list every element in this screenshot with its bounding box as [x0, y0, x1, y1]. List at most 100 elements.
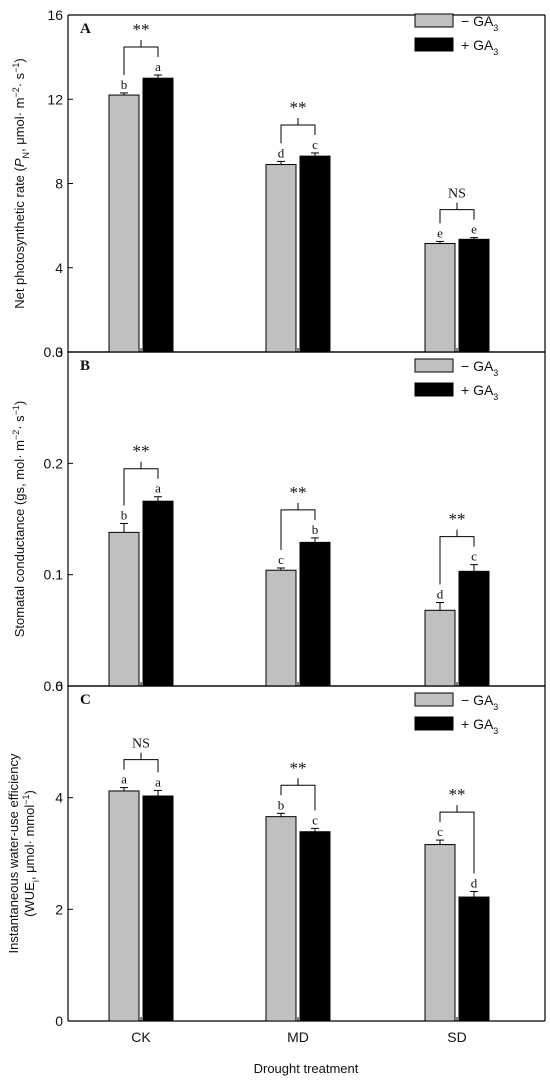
x-category-label: MD	[287, 1029, 309, 1045]
x-category-label: SD	[447, 1029, 466, 1045]
legend-label-plus: + GA3	[461, 382, 498, 402]
significance-letter: c	[437, 824, 443, 839]
significance-letter: c	[278, 552, 284, 567]
legend-label-subscript: 3	[493, 392, 498, 402]
legend-label-subscript: 3	[493, 47, 498, 57]
y-tick-label: 6	[55, 678, 63, 694]
bar-plus-ga3	[299, 541, 331, 687]
significance-letter: c	[471, 549, 477, 564]
bar-minus-ga3	[265, 164, 297, 353]
bar-plus-ga3	[458, 238, 490, 353]
y-axis-title-part: −1	[21, 795, 31, 805]
bar-minus-ga3	[424, 844, 456, 1022]
significance-letter: c	[312, 812, 318, 827]
significance-marker: NS	[448, 187, 466, 202]
legend-label-subscript: 3	[493, 702, 498, 712]
y-axis-title-part: −2	[11, 430, 21, 440]
x-axis-title: Drought treatment	[254, 1061, 359, 1076]
legend-label-plus: + GA3	[461, 716, 498, 736]
significance-letter: b	[121, 507, 128, 522]
legend-swatch-plus	[414, 716, 454, 731]
shared-x-axis: CK MD SD Drought treatment	[131, 1029, 466, 1076]
y-axis-title-part: )	[12, 401, 27, 405]
legend-label-subscript: 3	[493, 23, 498, 33]
y-axis-title-part: −1	[11, 63, 21, 73]
y-tick-label: 0.1	[44, 567, 64, 583]
legend-label-main: + GA	[461, 716, 494, 732]
y-axis-title-part: N	[21, 152, 31, 159]
significance-letter: b	[312, 522, 319, 537]
legend-swatch-minus	[414, 358, 454, 373]
bar-plus-ga3	[142, 795, 174, 1022]
significance-letter: e	[471, 222, 477, 237]
bar-minus-ga3	[424, 243, 456, 353]
significance-bracket	[123, 759, 159, 773]
y-tick-label: 0.3	[44, 344, 64, 360]
significance-marker: NS	[132, 737, 150, 752]
bar-minus-ga3	[108, 531, 140, 687]
significance-letter: c	[312, 137, 318, 152]
significance-marker: **	[133, 442, 150, 461]
significance-bracket	[123, 46, 159, 75]
bar-plus-ga3	[299, 155, 331, 353]
bar-plus-ga3	[142, 500, 174, 687]
y-tick-label: 4	[55, 260, 63, 276]
y-tick-label: 2	[55, 901, 63, 917]
legend-swatch-plus	[414, 382, 454, 397]
y-axis-title-part: (WUE	[22, 882, 37, 917]
y-axis-title-part: Stomatal conductance (gs, mol· m	[12, 440, 27, 637]
y-axis-title: (WUEi, μmol· mmol−1)	[21, 790, 41, 917]
legend-label-subscript: 3	[493, 726, 498, 736]
y-tick-label: 0.2	[44, 455, 64, 471]
panel-letter: B	[80, 358, 90, 374]
significance-letter: a	[155, 774, 161, 789]
y-axis-title-part: i	[31, 880, 41, 882]
bar-minus-ga3	[424, 609, 456, 687]
legend-swatch-minus	[414, 13, 454, 28]
significance-letter: a	[155, 59, 161, 74]
legend-label-main: − GA	[461, 358, 494, 374]
significance-bracket	[280, 784, 316, 811]
panel-letter: C	[80, 692, 91, 708]
significance-letter: b	[121, 77, 128, 92]
significance-marker: **	[449, 785, 466, 804]
y-axis-title-part: , μmol· mmol	[22, 805, 37, 880]
bar-minus-ga3	[265, 816, 297, 1022]
y-axis-title-part: )	[22, 790, 37, 794]
legend-swatch-plus	[414, 37, 454, 52]
y-axis-title: Net photosynthetic rate (PN, μmol· m−2· …	[11, 58, 31, 309]
significance-bracket	[123, 468, 159, 506]
y-axis-title-part: )	[12, 58, 27, 62]
significance-letter: d	[471, 875, 478, 890]
legend-label-minus: − GA3	[461, 692, 498, 712]
bar-plus-ga3	[142, 77, 174, 353]
y-tick-label: 0	[55, 1013, 63, 1029]
significance-bracket	[280, 124, 316, 144]
panel-letter: A	[80, 21, 91, 37]
legend-label-main: + GA	[461, 37, 494, 53]
legend-label-plus: + GA3	[461, 37, 498, 57]
significance-letter: d	[437, 587, 444, 602]
significance-marker: **	[290, 483, 307, 502]
bar-plus-ga3	[299, 831, 331, 1022]
bar-minus-ga3	[108, 790, 140, 1022]
significance-letter: d	[278, 145, 285, 160]
y-axis-title-part: −2	[11, 87, 21, 97]
significance-letter: a	[121, 772, 127, 787]
y-axis-title-part: , μmol· m	[12, 98, 27, 152]
significance-marker: **	[133, 20, 150, 39]
bar-minus-ga3	[265, 569, 297, 687]
y-axis-title-part: Net photosynthetic rate (	[12, 166, 27, 308]
legend-label-minus: − GA3	[461, 358, 498, 378]
y-tick-label: 8	[55, 176, 63, 192]
y-axis-title-part: · s	[12, 415, 27, 430]
significance-letter: e	[437, 225, 443, 240]
significance-bracket	[439, 209, 475, 224]
significance-letter: a	[155, 481, 161, 496]
y-tick-label: 0	[55, 344, 63, 360]
y-tick-label: 12	[47, 91, 63, 107]
y-axis-title-line1: Instantaneous water-use efficiency	[6, 753, 21, 953]
significance-marker: **	[290, 98, 307, 117]
significance-bracket	[280, 509, 316, 550]
